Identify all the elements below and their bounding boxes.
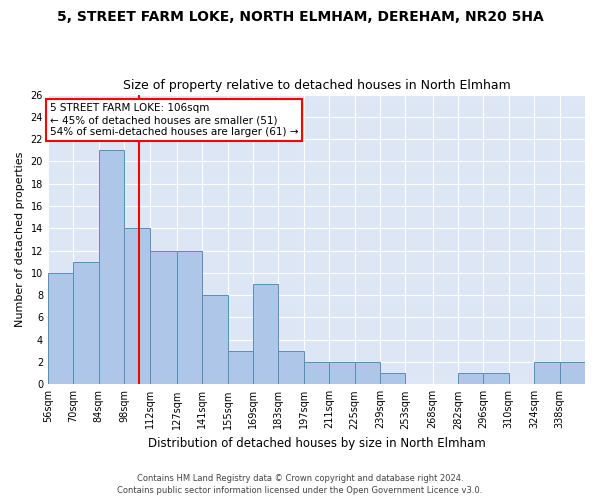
Title: Size of property relative to detached houses in North Elmham: Size of property relative to detached ho… [122, 79, 511, 92]
Bar [253, 284, 278, 384]
Bar [48, 273, 73, 384]
Bar [355, 362, 380, 384]
Bar [149, 250, 177, 384]
Bar [458, 373, 484, 384]
Bar [534, 362, 560, 384]
Bar [484, 373, 509, 384]
Bar [73, 262, 99, 384]
Text: 5 STREET FARM LOKE: 106sqm
← 45% of detached houses are smaller (51)
54% of semi: 5 STREET FARM LOKE: 106sqm ← 45% of deta… [50, 104, 298, 136]
Y-axis label: Number of detached properties: Number of detached properties [15, 152, 25, 327]
Text: Contains HM Land Registry data © Crown copyright and database right 2024.
Contai: Contains HM Land Registry data © Crown c… [118, 474, 482, 495]
Text: 5, STREET FARM LOKE, NORTH ELMHAM, DEREHAM, NR20 5HA: 5, STREET FARM LOKE, NORTH ELMHAM, DEREH… [56, 10, 544, 24]
Bar [177, 250, 202, 384]
Bar [202, 295, 227, 384]
Bar [278, 351, 304, 384]
Bar [304, 362, 329, 384]
Bar [99, 150, 124, 384]
Bar [227, 351, 253, 384]
Bar [329, 362, 355, 384]
X-axis label: Distribution of detached houses by size in North Elmham: Distribution of detached houses by size … [148, 437, 485, 450]
Bar [560, 362, 585, 384]
Bar [124, 228, 149, 384]
Bar [380, 373, 406, 384]
